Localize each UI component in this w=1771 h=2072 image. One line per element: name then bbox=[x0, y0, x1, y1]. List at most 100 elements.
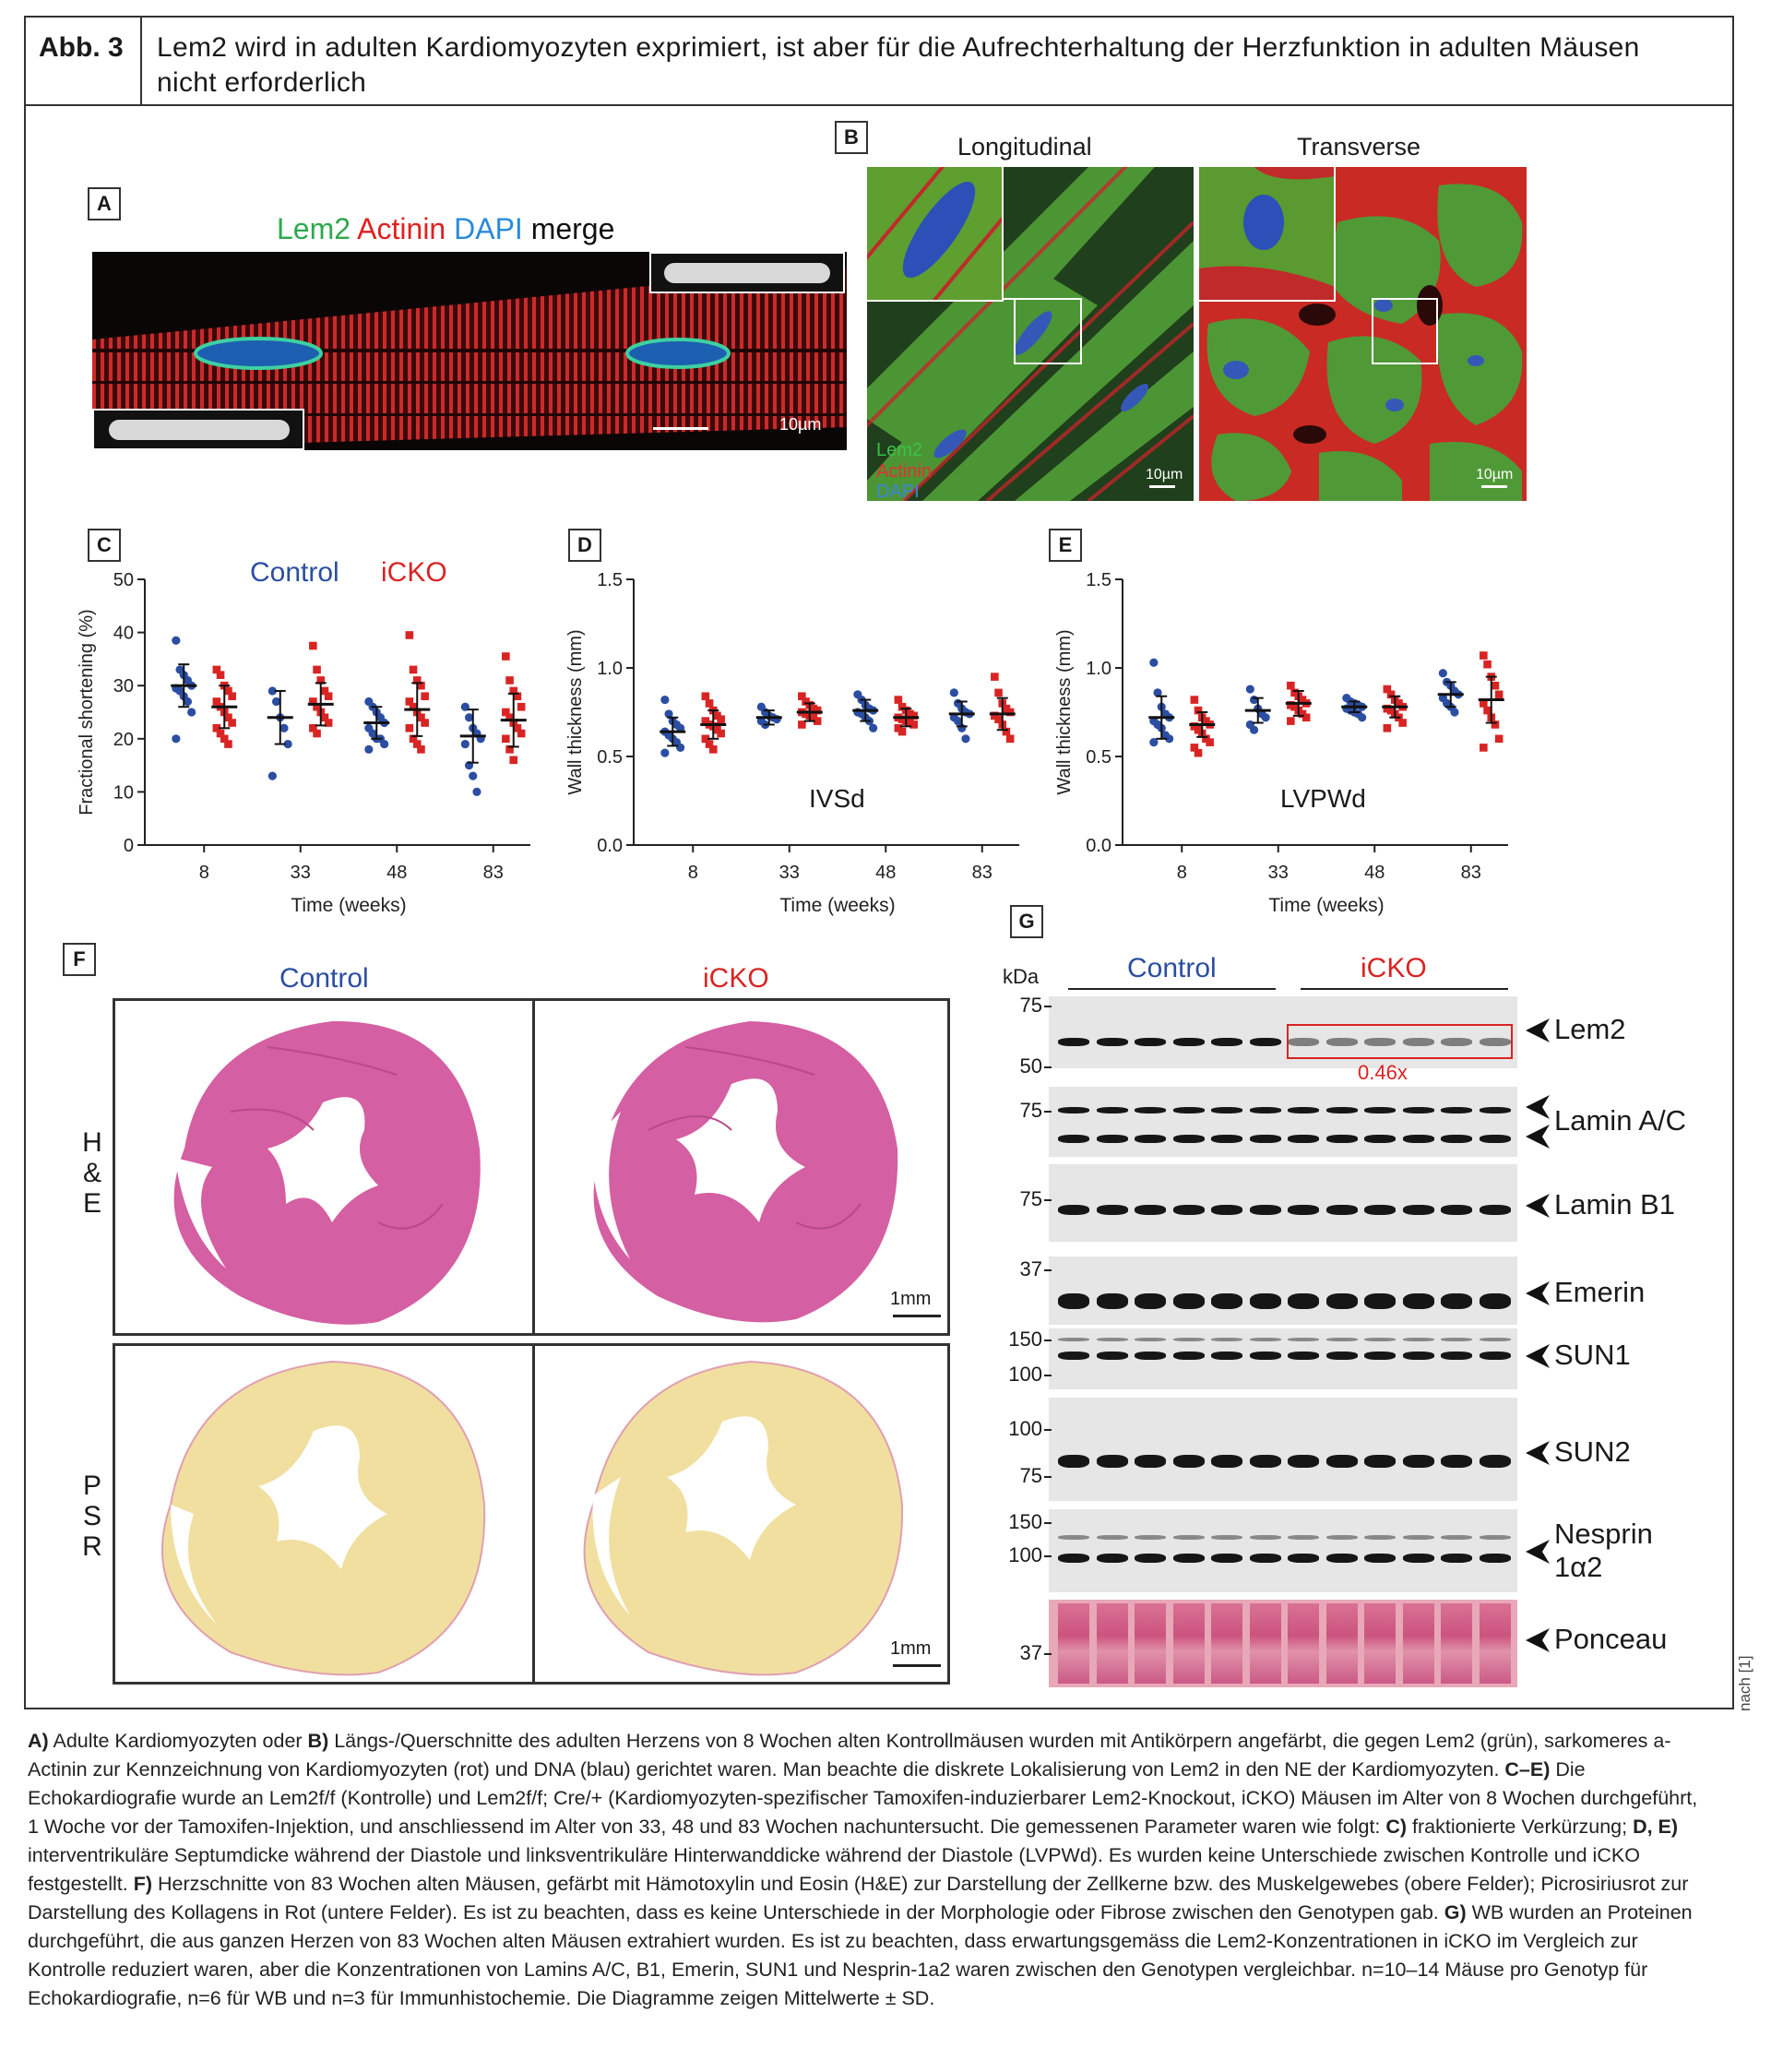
blot-band bbox=[1058, 1338, 1089, 1341]
data-point-icko bbox=[309, 697, 317, 706]
blot-band bbox=[1441, 1535, 1472, 1540]
ponceau-lane bbox=[1135, 1603, 1166, 1684]
ivsd-annotation: IVSd bbox=[809, 784, 865, 813]
data-point-control bbox=[1149, 738, 1159, 747]
protein-name-2: 1α2 bbox=[1554, 1551, 1603, 1583]
blot-band bbox=[1058, 1038, 1089, 1046]
data-point-icko bbox=[224, 740, 232, 748]
he-stain-row: 1mm bbox=[113, 998, 950, 1336]
data-point-icko bbox=[309, 723, 317, 732]
arrowhead-icon bbox=[1526, 1344, 1550, 1368]
data-point-icko bbox=[909, 720, 918, 729]
legend-icko: iCKO bbox=[381, 557, 447, 588]
blot-band bbox=[1288, 1135, 1319, 1143]
x-tick-label: 33 bbox=[779, 863, 800, 883]
data-point-icko bbox=[212, 697, 221, 706]
panel-e-label: E bbox=[1049, 529, 1082, 562]
y-tick-label: 30 bbox=[113, 676, 134, 697]
blot-band bbox=[1135, 1554, 1166, 1563]
data-point-icko bbox=[1483, 706, 1492, 715]
data-point-icko bbox=[313, 665, 321, 674]
blot-band bbox=[1058, 1554, 1089, 1563]
ponceau-lane bbox=[1096, 1603, 1128, 1684]
blot-band bbox=[1135, 1135, 1166, 1143]
data-point-icko bbox=[705, 740, 714, 748]
blot-band bbox=[1479, 1455, 1511, 1468]
blot-band bbox=[1364, 1455, 1396, 1468]
data-point-icko bbox=[1005, 708, 1015, 717]
protein-name: SUN1 bbox=[1554, 1339, 1631, 1371]
arrowhead-shape bbox=[1526, 1194, 1550, 1218]
protein-name: Lamin B1 bbox=[1554, 1188, 1675, 1221]
kda-marker: 100 bbox=[1008, 1417, 1042, 1440]
blot-band bbox=[1441, 1554, 1472, 1563]
blot-band bbox=[1402, 1107, 1434, 1113]
data-point-icko bbox=[1480, 744, 1488, 752]
row-psr-p: P bbox=[82, 1471, 101, 1501]
blot-band bbox=[1058, 1205, 1089, 1215]
protein-label: SUN2 bbox=[1554, 1435, 1631, 1469]
data-point-icko bbox=[1005, 734, 1015, 744]
blot-band bbox=[1096, 1455, 1128, 1468]
y-tick-label: 40 bbox=[113, 624, 134, 644]
y-tick-label: 10 bbox=[113, 782, 134, 803]
caption-bold-3: C) bbox=[1385, 1816, 1408, 1838]
data-point-icko bbox=[513, 723, 522, 732]
data-point-control bbox=[172, 636, 181, 645]
x-axis-label: Time (weeks) bbox=[779, 895, 895, 916]
data-point-icko bbox=[813, 706, 822, 715]
x-tick-label: 83 bbox=[1461, 863, 1481, 883]
blot-band bbox=[1402, 1135, 1434, 1143]
blot-band bbox=[1211, 1293, 1242, 1309]
arrowhead-shape bbox=[1526, 1344, 1550, 1368]
data-point-icko bbox=[1194, 748, 1203, 757]
kda-tick bbox=[1044, 1375, 1052, 1376]
data-point-icko bbox=[708, 745, 718, 754]
stain-dapi: DAPI bbox=[454, 212, 523, 245]
arrowhead-shape bbox=[1526, 1018, 1550, 1042]
arrowhead-shape bbox=[1526, 1095, 1550, 1119]
data-point-icko bbox=[1302, 713, 1311, 722]
kda-marker: 75 bbox=[1019, 1099, 1042, 1122]
ponceau-lane bbox=[1325, 1603, 1358, 1684]
x-tick-label: 48 bbox=[875, 863, 896, 883]
data-point-icko bbox=[1491, 681, 1500, 690]
data-point-icko bbox=[417, 681, 425, 690]
blot-band bbox=[1172, 1107, 1205, 1113]
blot-icko: iCKO bbox=[1361, 953, 1427, 983]
blot-band bbox=[1096, 1135, 1128, 1143]
kda-marker: 75 bbox=[1019, 994, 1042, 1017]
blot-band bbox=[1096, 1293, 1128, 1309]
x-tick-label: 83 bbox=[483, 863, 504, 883]
data-point-icko bbox=[517, 729, 526, 738]
data-point-control bbox=[464, 713, 474, 722]
blot-band bbox=[1096, 1107, 1128, 1113]
panel-b-label: B bbox=[835, 121, 868, 154]
data-point-icko bbox=[798, 692, 806, 701]
figure-label: Abb. 3 bbox=[26, 18, 142, 104]
blot-band bbox=[1135, 1455, 1166, 1468]
data-point-control bbox=[472, 787, 481, 796]
data-point-control bbox=[660, 695, 670, 705]
figure-source: nach [1] bbox=[1736, 1655, 1753, 1712]
arrowhead-icon bbox=[1526, 1441, 1550, 1465]
data-point-icko bbox=[505, 713, 514, 722]
blot-band bbox=[1249, 1535, 1281, 1540]
blot-sun1 bbox=[1049, 1328, 1517, 1389]
blot-band bbox=[1211, 1205, 1242, 1215]
y-tick-label: 1.0 bbox=[1086, 659, 1111, 679]
arrowhead-icon bbox=[1526, 1628, 1550, 1652]
y-axis-label: Fractional shortening (%) bbox=[77, 609, 97, 815]
blot-band bbox=[1402, 1554, 1434, 1563]
stain-lem2: Lem2 bbox=[277, 212, 351, 245]
figure-frame: Abb. 3 Lem2 wird in adulten Kardiomyozyt… bbox=[24, 16, 1734, 1709]
panel-b-legend-lem2: Lem2 bbox=[876, 440, 923, 460]
caption-bold-2: C–E) bbox=[1504, 1758, 1551, 1780]
blot-band bbox=[1325, 1038, 1358, 1046]
blot-nesprin bbox=[1049, 1509, 1517, 1592]
data-point-icko bbox=[509, 686, 518, 696]
data-point-control bbox=[1153, 688, 1162, 697]
blot-band bbox=[1058, 1135, 1089, 1143]
data-point-icko bbox=[813, 717, 822, 725]
kda-marker: 37 bbox=[1019, 1257, 1042, 1280]
